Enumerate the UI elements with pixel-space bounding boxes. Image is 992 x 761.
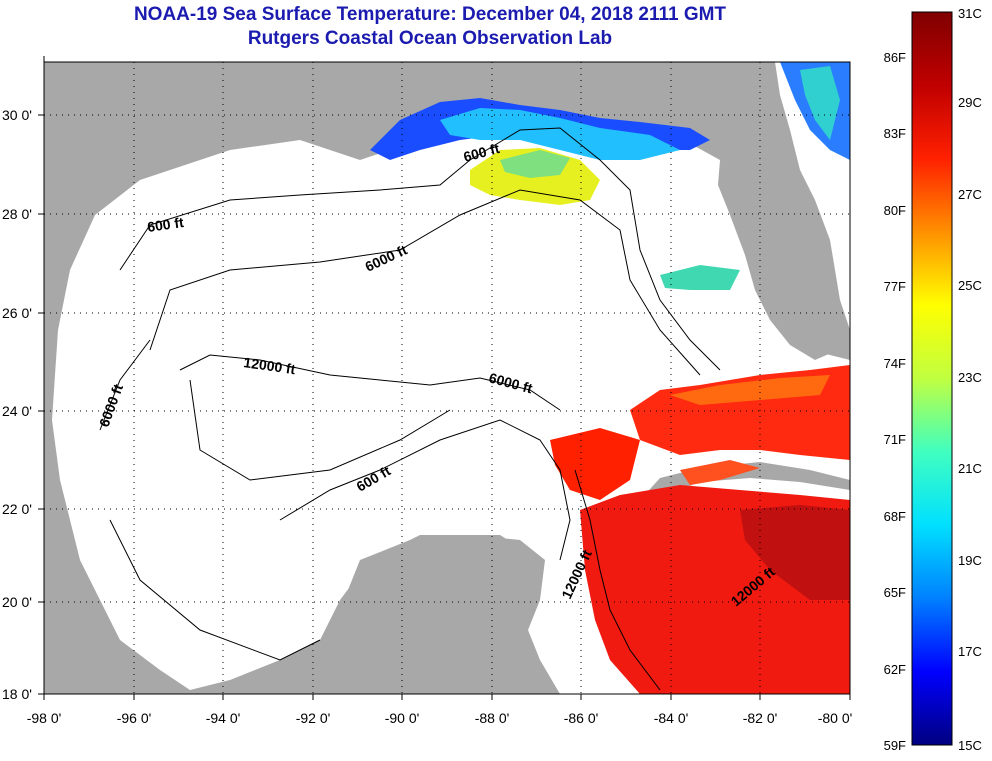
- colorbar-c-label: 25C: [958, 278, 982, 293]
- lat-axis: 30 0' 28 0' 26 0' 24 0' 22 0' 20 0' 18 0…: [2, 107, 32, 702]
- plot-frame: [43, 61, 851, 695]
- colorbar-c-label: 21C: [958, 461, 982, 476]
- colorbar-f-label: 59F: [884, 738, 906, 753]
- colorbar-f-label: 74F: [884, 356, 906, 371]
- colorbar-f-label: 71F: [884, 432, 906, 447]
- colorbar-f-label: 62F: [884, 662, 906, 677]
- lon-tick-label: -88 0': [475, 710, 510, 726]
- map-title: NOAA-19 Sea Surface Temperature: Decembe…: [133, 4, 727, 25]
- colorbar-c-label: 31C: [958, 6, 982, 21]
- sst-patch-north-green: [500, 150, 570, 178]
- contour-label: 600 ft: [146, 214, 185, 235]
- lat-tick-label: 22 0': [2, 501, 32, 517]
- sst-patch-cuba-north-orange: [680, 460, 760, 485]
- lat-tick-label: 30 0': [2, 107, 32, 123]
- colorbar-c-label: 19C: [958, 553, 982, 568]
- colorbar-c-label: 29C: [958, 95, 982, 110]
- colorbar-fahrenheit: 86F 83F 80F 77F 74F 71F 68F 65F 62F 59F: [884, 50, 906, 753]
- colorbar-f-label: 86F: [884, 50, 906, 65]
- lat-tick-label: 20 0': [2, 594, 32, 610]
- contour-label: 12000 ft: [243, 354, 297, 377]
- contour-12000ft-south: [574, 469, 661, 691]
- colorbar-f-label: 65F: [884, 585, 906, 600]
- colorbar-f-label: 80F: [884, 203, 906, 218]
- sst-patch-caribbean-dark: [740, 505, 850, 600]
- lon-tick-label: -92 0': [296, 710, 331, 726]
- colorbar: [911, 11, 953, 746]
- graticule: [44, 62, 850, 694]
- sst-patch-atlantic-cyan: [800, 66, 840, 140]
- florida-land: [718, 160, 838, 360]
- colorbar-c-label: 23C: [958, 370, 982, 385]
- lon-tick-label: -96 0': [117, 710, 152, 726]
- colorbar-f-label: 83F: [884, 126, 906, 141]
- lat-tick-label: 18 0': [2, 686, 32, 702]
- lat-tick-label: 26 0': [2, 305, 32, 321]
- lon-tick-label: -94 0': [206, 710, 241, 726]
- colorbar-celsius: 31C 29C 27C 25C 23C 21C 19C 17C 15C: [958, 6, 982, 753]
- sst-patch-north-cyan: [440, 108, 680, 160]
- contour-600ft-south: [279, 419, 571, 561]
- lon-tick-label: -84 0': [654, 710, 689, 726]
- lon-tick-label: -80 0': [818, 710, 853, 726]
- sst-patch-loop-red: [550, 428, 640, 500]
- frame-ticks: [38, 56, 851, 700]
- yucatan-land: [280, 535, 545, 694]
- lat-tick-label: 24 0': [2, 403, 32, 419]
- colorbar-c-label: 17C: [958, 644, 982, 659]
- contour-6000ft: [99, 189, 701, 661]
- lon-axis: -98 0' -96 0' -94 0' -92 0' -90 0' -88 0…: [27, 710, 853, 726]
- colorbar-f-label: 68F: [884, 509, 906, 524]
- lon-tick-label: -86 0': [564, 710, 599, 726]
- colorbar-c-label: 27C: [958, 187, 982, 202]
- contour-600ft: [119, 127, 721, 371]
- sst-patch-shelf-teal: [660, 265, 740, 290]
- colorbar-c-label: 15C: [958, 738, 982, 753]
- lon-tick-label: -98 0': [27, 710, 62, 726]
- contour-12000ft: [179, 354, 561, 481]
- colorbar-f-label: 77F: [884, 279, 906, 294]
- lon-tick-label: -82 0': [743, 710, 778, 726]
- lat-tick-label: 28 0': [2, 206, 32, 222]
- lon-tick-label: -90 0': [385, 710, 420, 726]
- sst-patch-straits-orange: [670, 375, 830, 405]
- map-subtitle: Rutgers Coastal Ocean Observation Lab: [247, 28, 613, 49]
